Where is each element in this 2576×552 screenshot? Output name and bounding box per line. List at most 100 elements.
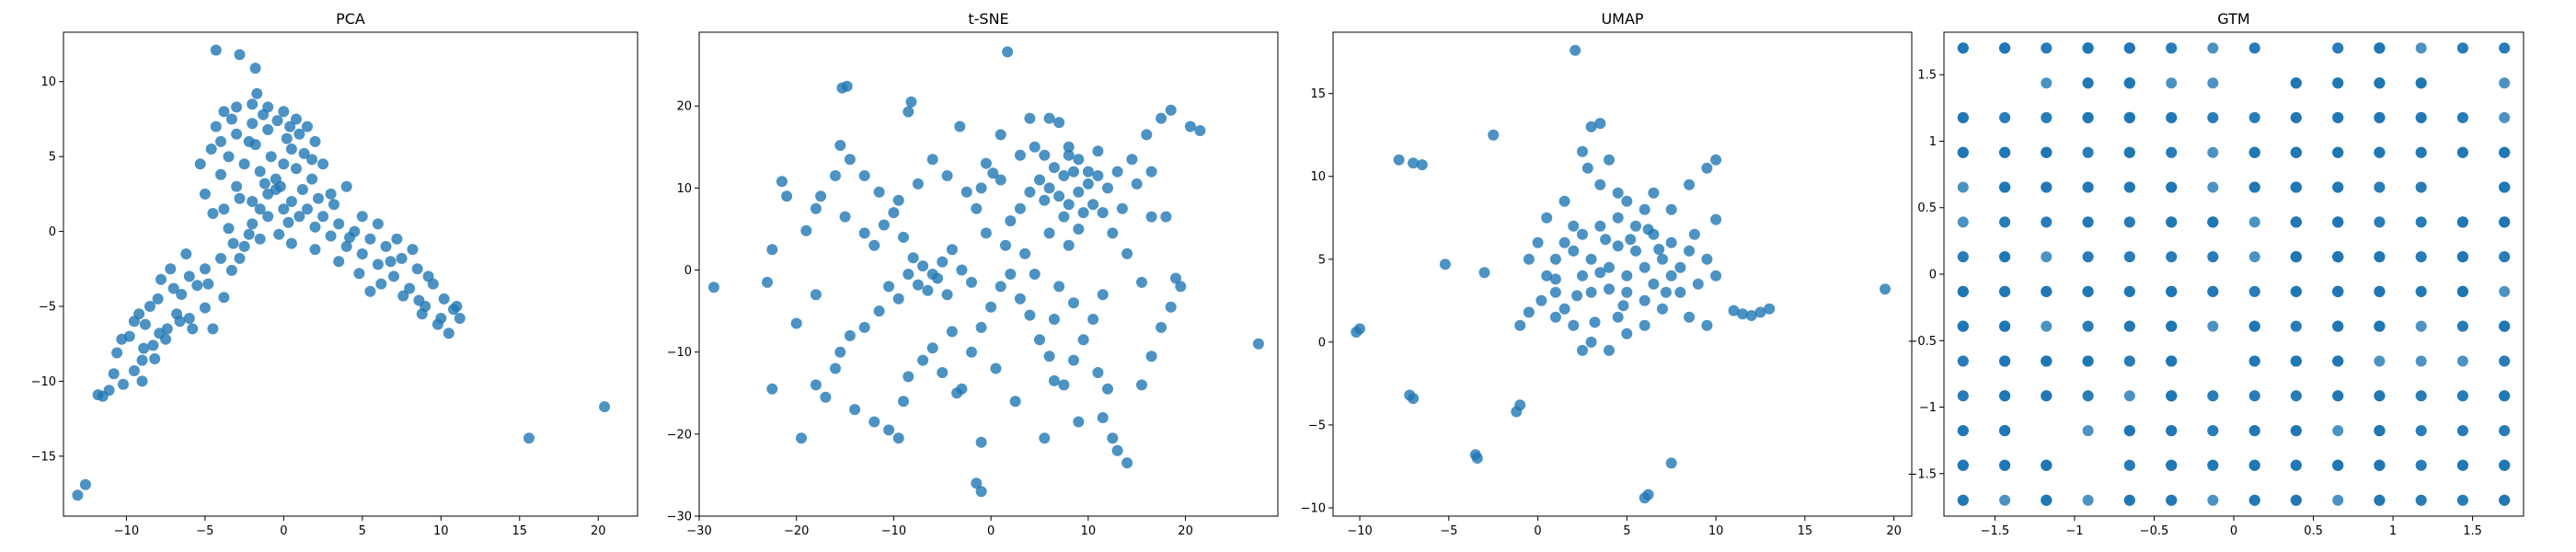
tsne-axes-frame [698, 31, 1279, 517]
gtm-point [2082, 77, 2094, 89]
umap-point [1621, 270, 1633, 282]
pca-point [388, 270, 399, 282]
tsne-point [980, 157, 992, 169]
gtm-point [2332, 390, 2344, 402]
tsne-point [858, 227, 870, 239]
gtm-point [1999, 425, 2011, 437]
tsne-point [1097, 207, 1109, 219]
umap-point [1639, 294, 1650, 306]
tsne-point [946, 244, 958, 256]
pca-point [183, 270, 195, 282]
umap-point [1639, 203, 1650, 215]
umap-point [1642, 224, 1654, 236]
tsne-point [766, 383, 778, 395]
pca-point [391, 233, 403, 245]
tsne-point [1165, 301, 1177, 313]
tsne-point [926, 342, 938, 354]
pca-point [215, 135, 226, 147]
gtm-point [2248, 459, 2260, 471]
gtm-point [2041, 77, 2053, 89]
gtm-point [2207, 320, 2219, 332]
tsne-point [1048, 162, 1060, 174]
tsne-point [888, 207, 900, 219]
umap-point [1630, 245, 1641, 257]
gtm-point [2041, 459, 2053, 471]
tsne-points [707, 46, 1264, 498]
gtm-xtick-label: −1 [2065, 524, 2083, 538]
tsne-point [1009, 396, 1021, 408]
gtm-point [2166, 355, 2178, 367]
gtm-point [2207, 459, 2219, 471]
umap-point [1639, 319, 1650, 331]
gtm-point [2415, 216, 2427, 228]
umap-point [1585, 286, 1597, 298]
pca-point [218, 106, 230, 118]
gtm-point [2499, 77, 2511, 89]
pca-point [249, 63, 261, 75]
pca-point [278, 106, 290, 118]
pca-point [523, 432, 535, 444]
umap-point [1639, 261, 1650, 273]
tsne-point [932, 272, 943, 284]
gtm-point [2332, 494, 2344, 506]
umap-ytick-label: −5 [1308, 419, 1326, 432]
pca-point [302, 203, 313, 215]
gtm-title: GTM [2217, 10, 2249, 28]
gtm-point [2248, 216, 2260, 228]
tsne-point [1145, 166, 1157, 178]
gtm-ytick-label: −1 [1919, 401, 1937, 415]
pca-point [325, 188, 337, 200]
pca-point [364, 233, 376, 245]
gtm-point [2332, 425, 2344, 437]
gtm-point [2332, 355, 2344, 367]
tsne-point [1160, 211, 1172, 223]
pca-xtick-label: 15 [512, 524, 528, 538]
pca-point [152, 293, 164, 305]
tsne-point [892, 432, 904, 444]
tsne-point [1053, 117, 1065, 129]
tsne-point [1005, 269, 1017, 280]
pca-point [147, 339, 159, 351]
tsne-point [990, 362, 1002, 374]
tsne-point [922, 284, 934, 296]
pca-point [344, 232, 356, 244]
tsne-point [892, 194, 904, 206]
tsne-point [941, 289, 953, 301]
gtm-point [2123, 459, 2135, 471]
gtm-point [1999, 494, 2011, 506]
gtm-point [2456, 459, 2468, 471]
tsne-point [912, 279, 924, 291]
tsne-point [960, 186, 972, 198]
umap-point [1594, 220, 1606, 232]
umap-point [1568, 245, 1580, 257]
tsne-point [1077, 334, 1089, 346]
umap-point [1532, 236, 1544, 248]
pca-xtick-label: 20 [591, 524, 606, 538]
tsne-point [830, 170, 841, 181]
pca-point [340, 240, 352, 252]
tsne-point [1034, 174, 1045, 186]
gtm-point [2332, 181, 2344, 193]
umap-point [1471, 453, 1483, 464]
pca-point [234, 192, 246, 204]
gtm-point [1999, 42, 2011, 54]
umap-xtick-label: 0 [1534, 524, 1541, 538]
gtm-point [1999, 146, 2011, 158]
pca-ytick-label: 5 [49, 151, 56, 165]
gtm-point [1999, 459, 2011, 471]
tsne-point [1039, 149, 1051, 161]
gtm-point [1957, 355, 1969, 367]
tsne-point [873, 305, 885, 317]
pca-point [174, 316, 186, 328]
umap-xtick-label: 20 [1886, 524, 1902, 538]
gtm-xtick-label: 1.5 [2463, 524, 2482, 538]
umap-point [1488, 129, 1500, 141]
pca-point [407, 244, 419, 256]
umap-point [1710, 270, 1722, 282]
gtm-point [2207, 494, 2219, 506]
gtm-point [2415, 146, 2427, 158]
pca-point [97, 390, 109, 402]
tsne-point [1034, 334, 1045, 346]
gtm-point [2290, 285, 2302, 297]
tsne-point [1156, 112, 1167, 124]
